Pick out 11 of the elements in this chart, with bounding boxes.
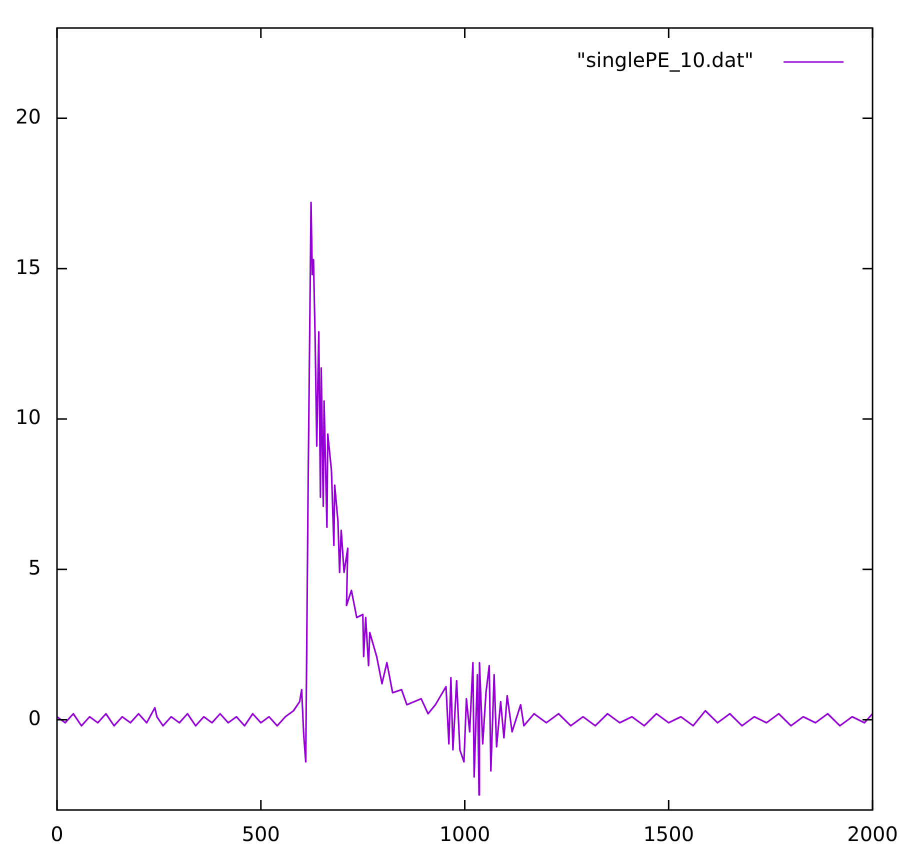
- x-tick-label: 1000: [439, 822, 490, 846]
- y-tick-label: 10: [16, 405, 41, 430]
- y-tick-label: 15: [16, 254, 41, 279]
- y-tick-label: 20: [16, 104, 41, 128]
- x-tick-label: 1500: [643, 822, 694, 846]
- y-tick-label: 0: [28, 706, 41, 730]
- y-tick-label: 5: [28, 556, 41, 580]
- x-tick-label: 2000: [847, 822, 898, 846]
- x-tick-label: 500: [242, 822, 280, 846]
- x-tick-label: 0: [50, 822, 64, 846]
- legend-label: "singlePE_10.dat": [576, 48, 754, 72]
